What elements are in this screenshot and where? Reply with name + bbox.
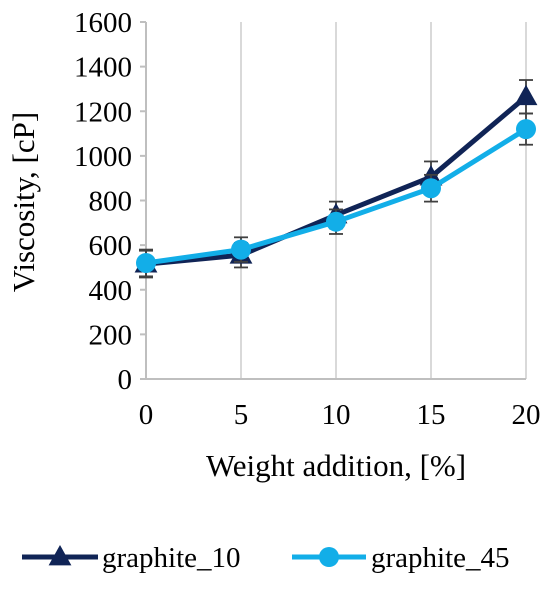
y-tick-labels: 0 200 400 600 800 1000 1200 1400 1600 xyxy=(74,7,132,396)
y-tick-label: 0 xyxy=(118,364,133,396)
y-tick-label: 400 xyxy=(89,275,133,307)
data-point xyxy=(136,252,156,273)
y-tick-label: 200 xyxy=(89,319,133,351)
legend: graphite_10 graphite_45 xyxy=(22,542,510,574)
legend-label: graphite_45 xyxy=(371,542,510,574)
x-tick-label: 15 xyxy=(417,399,446,431)
x-tick-label: 20 xyxy=(512,399,541,431)
x-tick-label: 0 xyxy=(139,399,154,431)
x-tick-label: 10 xyxy=(322,399,351,431)
x-tick-labels: 0 5 10 15 20 xyxy=(139,399,541,431)
data-point xyxy=(516,119,536,140)
y-tick-label: 1600 xyxy=(74,7,132,39)
x-tick-label: 5 xyxy=(234,399,249,431)
axes xyxy=(140,21,526,380)
y-tick-label: 600 xyxy=(89,230,133,262)
y-axis-label: Viscosity, [cP] xyxy=(6,112,41,292)
legend-marker xyxy=(319,547,339,567)
series-graphite_45 xyxy=(136,112,536,278)
data-point xyxy=(326,211,346,232)
legend-label: graphite_10 xyxy=(102,542,241,574)
gridlines xyxy=(240,22,527,379)
data-point xyxy=(231,239,251,260)
legend-item-graphite_45: graphite_45 xyxy=(292,542,510,574)
data-point xyxy=(421,178,441,199)
x-axis-label: Weight addition, [%] xyxy=(206,448,466,483)
data-point xyxy=(514,84,538,106)
legend-item-graphite_10: graphite_10 xyxy=(22,542,241,574)
y-tick-label: 1400 xyxy=(74,52,132,84)
y-tick-label: 1200 xyxy=(74,96,132,128)
y-tick-label: 1000 xyxy=(74,141,132,173)
series-group xyxy=(134,79,538,279)
legend-marker xyxy=(48,545,72,566)
y-tick-label: 800 xyxy=(89,186,133,218)
